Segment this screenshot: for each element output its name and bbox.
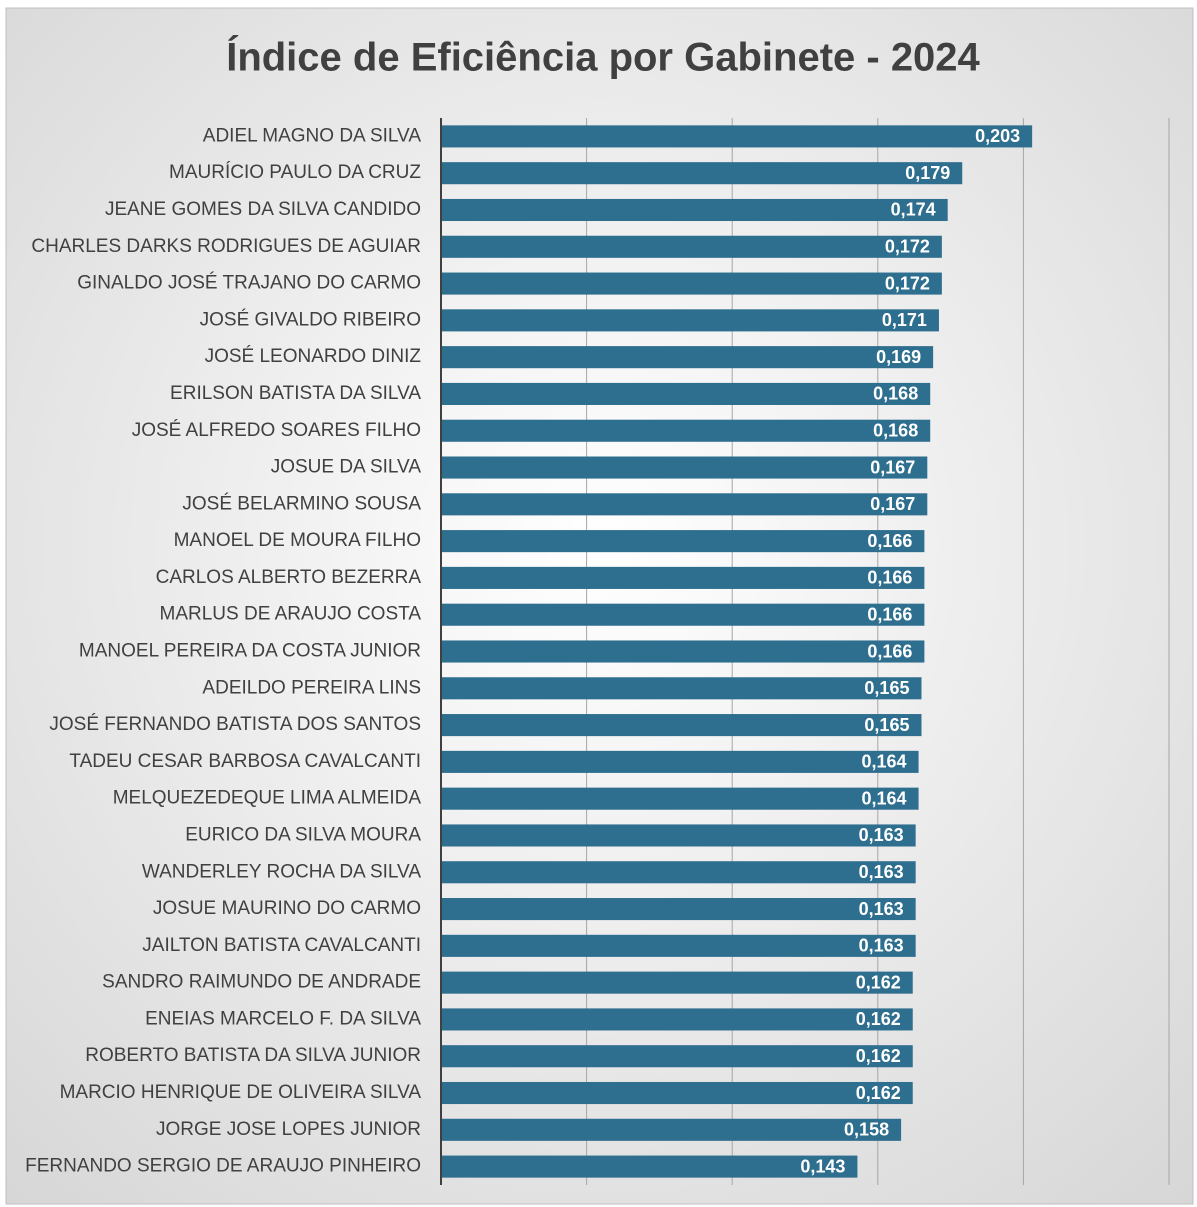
bar <box>441 750 919 773</box>
category-label: ENEIAS MARCELO F. DA SILVA <box>145 1008 421 1029</box>
value-label: 0,179 <box>905 163 950 183</box>
bar <box>441 382 931 405</box>
category-label: ROBERTO BATISTA DA SILVA JUNIOR <box>85 1045 421 1066</box>
value-label: 0,203 <box>975 126 1020 146</box>
value-label: 0,162 <box>856 1083 901 1103</box>
category-label: FERNANDO SERGIO DE ARAUJO PINHEIRO <box>25 1156 421 1177</box>
bar <box>441 787 919 810</box>
bar <box>441 1155 858 1178</box>
category-label: GINALDO JOSÉ TRAJANO DO CARMO <box>77 273 421 294</box>
category-label: ADEILDO PEREIRA LINS <box>202 677 421 698</box>
category-label: WANDERLEY ROCHA DA SILVA <box>142 861 421 882</box>
value-label: 0,164 <box>862 788 907 808</box>
value-label: 0,163 <box>859 825 904 845</box>
category-label: MANOEL DE MOURA FILHO <box>174 530 421 551</box>
category-label: JOSUE DA SILVA <box>271 457 422 478</box>
category-label: MANOEL PEREIRA DA COSTA JUNIOR <box>79 641 421 662</box>
category-label: MELQUEZEDEQUE LIMA ALMEIDA <box>113 788 422 809</box>
bar <box>441 898 916 921</box>
value-label: 0,143 <box>800 1156 845 1176</box>
category-label: MARCIO HENRIQUE DE OLIVEIRA SILVA <box>60 1082 422 1103</box>
bar <box>441 162 963 185</box>
category-label: JOSÉ BELARMINO SOUSA <box>182 493 421 514</box>
bar <box>441 1081 913 1105</box>
category-label: JAILTON BATISTA CAVALCANTI <box>142 935 421 956</box>
bar <box>441 934 916 957</box>
bar <box>441 677 922 700</box>
bar <box>441 456 928 479</box>
bar <box>441 861 916 884</box>
value-label: 0,169 <box>876 347 921 367</box>
bar <box>441 346 934 369</box>
value-label: 0,168 <box>873 384 918 404</box>
category-label: JORGE JOSE LOPES JUNIOR <box>156 1119 421 1140</box>
value-label: 0,163 <box>859 862 904 882</box>
bar <box>441 125 1033 148</box>
category-label: EURICO DA SILVA MOURA <box>185 824 421 845</box>
value-label: 0,166 <box>867 531 912 551</box>
value-label: 0,158 <box>844 1120 889 1140</box>
value-label: 0,163 <box>859 899 904 919</box>
category-label: JOSÉ LEONARDO DINIZ <box>205 346 422 367</box>
bar <box>441 971 913 994</box>
category-label: JOSUE MAURINO DO CARMO <box>153 898 421 919</box>
value-label: 0,166 <box>867 568 912 588</box>
bar <box>441 714 922 737</box>
value-label: 0,171 <box>882 310 927 330</box>
bar <box>441 235 942 258</box>
bar <box>441 566 925 589</box>
category-label: ERILSON BATISTA DA SILVA <box>170 383 421 404</box>
chart-title: Índice de Eficiência por Gabinete - 2024 <box>226 35 980 80</box>
category-label: MARLUS DE ARAUJO COSTA <box>160 604 422 625</box>
value-label: 0,168 <box>873 420 918 440</box>
value-label: 0,164 <box>862 752 907 772</box>
category-label: MAURÍCIO PAULO DA CRUZ <box>169 162 421 183</box>
value-label: 0,172 <box>885 237 930 257</box>
bar <box>441 1045 913 1068</box>
value-label: 0,165 <box>864 715 909 735</box>
value-label: 0,163 <box>859 936 904 956</box>
category-label: SANDRO RAIMUNDO DE ANDRADE <box>102 972 421 993</box>
bar <box>441 1118 902 1141</box>
category-label: JOSÉ ALFREDO SOARES FILHO <box>132 420 421 441</box>
category-label: JOSÉ FERNANDO BATISTA DOS SANTOS <box>49 714 421 735</box>
bar <box>441 530 925 553</box>
bar <box>441 603 925 626</box>
value-label: 0,167 <box>870 457 915 477</box>
value-label: 0,174 <box>891 200 936 220</box>
category-label: CARLOS ALBERTO BEZERRA <box>156 567 422 588</box>
category-label: TADEU CESAR BARBOSA CAVALCANTI <box>69 751 421 772</box>
value-label: 0,162 <box>856 1046 901 1066</box>
bar <box>441 1008 913 1031</box>
bar <box>441 272 942 295</box>
value-label: 0,172 <box>885 273 930 293</box>
bar <box>441 824 916 847</box>
bar <box>441 198 948 222</box>
value-label: 0,166 <box>867 604 912 624</box>
value-label: 0,162 <box>856 1009 901 1029</box>
bar <box>441 640 925 663</box>
value-label: 0,167 <box>870 494 915 514</box>
value-label: 0,166 <box>867 641 912 661</box>
bar <box>441 309 939 332</box>
category-label: CHARLES DARKS RODRIGUES DE AGUIAR <box>31 236 421 257</box>
category-label: JEANE GOMES DA SILVA CANDIDO <box>105 199 421 220</box>
bar <box>441 419 931 442</box>
category-label: JOSÉ GIVALDO RIBEIRO <box>200 309 421 330</box>
value-label: 0,162 <box>856 972 901 992</box>
value-label: 0,165 <box>864 678 909 698</box>
category-label: ADIEL MAGNO DA SILVA <box>203 125 422 146</box>
bar <box>441 493 928 516</box>
